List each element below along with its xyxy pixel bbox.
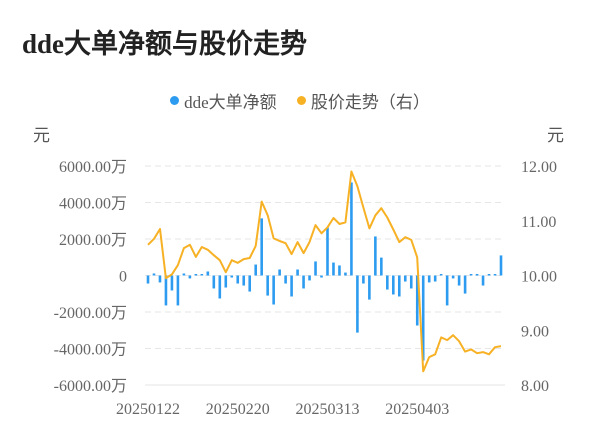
x-tick-label: 20250403	[385, 401, 449, 418]
dde-bar[interactable]	[451, 275, 455, 279]
dde-bar[interactable]	[236, 275, 240, 284]
dde-bar[interactable]	[338, 265, 341, 276]
left-tick-label: 6000.00万	[59, 159, 127, 176]
right-tick-label: 8.00	[521, 378, 549, 395]
dde-bar[interactable]	[493, 274, 497, 276]
gridlines	[145, 165, 505, 386]
legend-item-price[interactable]: 股价走势（右）	[296, 88, 430, 113]
dde-bar[interactable]	[344, 272, 347, 276]
price-line	[147, 170, 502, 373]
dde-bar[interactable]	[427, 275, 431, 283]
dde-bar[interactable]	[242, 275, 246, 286]
left-tick-label: -2000.00万	[54, 305, 127, 322]
dde-bar[interactable]	[320, 275, 323, 278]
dde-bar[interactable]	[188, 275, 192, 279]
dde-bar[interactable]	[415, 275, 419, 326]
dde-bar[interactable]	[218, 275, 222, 299]
left-tick-label: 2000.00万	[59, 232, 127, 249]
x-axis: 20250122 20250220 20250313 20250403	[116, 401, 449, 418]
dde-bar[interactable]	[392, 275, 395, 295]
legend-label-dde: dde大单净额	[184, 93, 277, 112]
dde-bar[interactable]	[469, 274, 473, 276]
dde-bar[interactable]	[380, 257, 383, 276]
dde-bar[interactable]	[433, 275, 437, 282]
dde-bar[interactable]	[164, 275, 168, 306]
right-tick-label: 10.00	[521, 269, 557, 286]
dde-bar[interactable]	[284, 275, 287, 284]
dde-bar[interactable]	[326, 227, 329, 276]
chart-title: dde大单净额与股价走势	[22, 29, 308, 59]
dde-bar[interactable]	[272, 275, 275, 305]
x-tick-label: 20250122	[116, 401, 180, 418]
dde-bar[interactable]	[409, 275, 413, 289]
dde-bar[interactable]	[362, 275, 365, 284]
legend: dde大单净额 股价走势（右）	[0, 88, 600, 113]
dde-bar[interactable]	[206, 271, 210, 276]
right-axis: 12.00 11.00 10.00 9.00 8.00	[521, 159, 557, 395]
dde-bar[interactable]	[439, 274, 443, 276]
dde-bar[interactable]	[374, 236, 377, 276]
dde-bar[interactable]	[182, 273, 186, 276]
dde-bar[interactable]	[403, 275, 407, 282]
dde-bar[interactable]	[290, 275, 293, 297]
dde-bar[interactable]	[397, 275, 401, 297]
dde-bar[interactable]	[445, 275, 449, 306]
left-tick-label: -6000.00万	[54, 378, 127, 395]
dde-bar[interactable]	[200, 274, 204, 276]
dde-bar[interactable]	[146, 275, 150, 284]
right-tick-label: 12.00	[521, 159, 557, 176]
dde-bar[interactable]	[248, 275, 252, 292]
legend-item-dde[interactable]: dde大单净额	[170, 88, 277, 113]
legend-label-price: 股价走势（右）	[310, 93, 430, 112]
dde-bar[interactable]	[481, 275, 485, 286]
dde-bar[interactable]	[302, 275, 305, 289]
dde-bar[interactable]	[194, 274, 198, 276]
dde-bar[interactable]	[421, 275, 425, 361]
legend-dot-blue-icon	[170, 96, 180, 105]
dde-bar[interactable]	[314, 261, 317, 276]
x-tick-label: 20250313	[295, 401, 359, 418]
right-tick-label: 9.00	[521, 323, 549, 340]
dde-bar[interactable]	[212, 275, 216, 289]
dde-bar[interactable]	[296, 269, 299, 276]
dde-bar[interactable]	[170, 275, 174, 291]
dde-bar[interactable]	[230, 275, 234, 278]
dde-bar[interactable]	[350, 182, 353, 276]
dde-bar[interactable]	[158, 275, 162, 283]
dde-bar[interactable]	[152, 273, 156, 276]
dde-bar[interactable]	[260, 218, 263, 276]
left-axis: 6000.00万 4000.00万 2000.00万 0 -2000.00万 -4000.…	[54, 159, 127, 395]
left-tick-label: 4000.00万	[59, 196, 127, 213]
left-tick-label: 0	[119, 269, 127, 286]
dde-bar[interactable]	[308, 275, 311, 281]
legend-dot-orange-icon	[296, 96, 306, 105]
dde-bar[interactable]	[463, 275, 467, 294]
dde-bar[interactable]	[332, 262, 335, 276]
dde-bar[interactable]	[499, 255, 503, 276]
x-tick-label: 20250220	[206, 401, 270, 418]
left-tick-label: -4000.00万	[54, 342, 127, 359]
dde-bar[interactable]	[224, 275, 228, 288]
dde-bar[interactable]	[457, 275, 461, 286]
dde-bar[interactable]	[176, 275, 180, 306]
dde-bar[interactable]	[278, 269, 281, 276]
left-axis-unit: 元	[33, 126, 50, 145]
dde-bars	[146, 182, 503, 361]
dde-bar[interactable]	[356, 275, 359, 333]
dde-bar[interactable]	[254, 264, 257, 276]
dde-bar[interactable]	[475, 274, 479, 276]
dde-bar[interactable]	[368, 275, 371, 300]
right-axis-unit: 元	[547, 126, 564, 145]
dde-bar[interactable]	[266, 275, 269, 296]
dde-bar[interactable]	[487, 274, 491, 276]
right-tick-label: 11.00	[521, 214, 556, 231]
dde-bar[interactable]	[386, 275, 389, 290]
